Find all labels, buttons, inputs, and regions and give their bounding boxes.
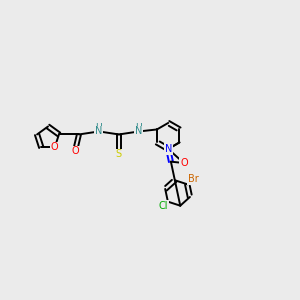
Text: N: N <box>95 126 103 136</box>
Text: S: S <box>116 149 122 159</box>
Text: Br: Br <box>188 174 198 184</box>
Text: H: H <box>96 123 102 132</box>
Text: O: O <box>71 146 79 156</box>
Text: O: O <box>51 142 59 152</box>
Text: N: N <box>135 126 142 136</box>
Text: H: H <box>136 123 142 132</box>
Text: O: O <box>180 158 188 168</box>
Text: N: N <box>164 144 172 154</box>
Text: Cl: Cl <box>158 201 168 211</box>
